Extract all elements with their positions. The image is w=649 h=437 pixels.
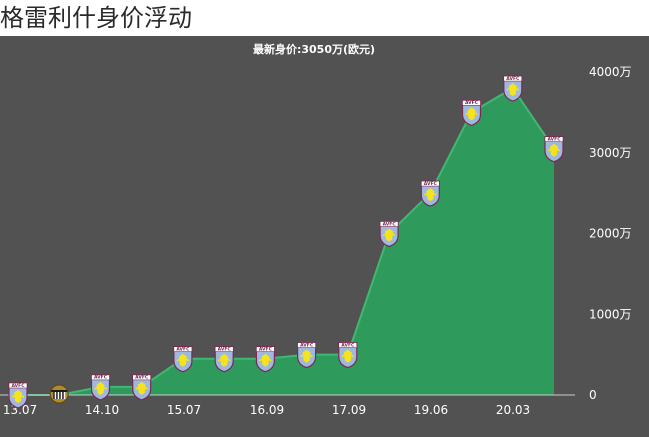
aston-villa-crest-icon: AVFC [8, 382, 28, 409]
page-title: 格雷利什身价浮动 [0, 4, 192, 32]
y-tick-label: 4000万 [589, 65, 632, 79]
svg-text:AVFC: AVFC [383, 221, 397, 227]
market-value-chart: 最新身价:3050万(欧元) 13.07 14.10 15.07 16.09 17.09… [0, 36, 649, 437]
aston-villa-crest-icon: AVFC [132, 374, 152, 401]
chart-subtitle: 最新身价:3050万(欧元) [253, 42, 375, 56]
x-tick-label: 14.10 [85, 403, 119, 417]
x-tick-label: 19.06 [414, 403, 448, 417]
aston-villa-crest-icon: AVFC [544, 136, 564, 163]
x-tick-label: 13.07 [3, 403, 37, 417]
aston-villa-crest-icon: AVFC [338, 342, 358, 369]
y-tick-label: 1000万 [589, 307, 632, 321]
aston-villa-crest-icon: AVFC [461, 99, 482, 127]
aston-villa-crest-icon: AVFC [420, 180, 440, 207]
notts-county-crest-icon [49, 384, 69, 404]
aston-villa-crest-icon: AVFC [503, 75, 523, 102]
aston-villa-crest-icon: AVFC [173, 346, 193, 373]
svg-text:AVFC: AVFC [300, 342, 314, 348]
svg-text:AVFC: AVFC [424, 181, 438, 187]
svg-text:AVFC: AVFC [11, 383, 25, 389]
aston-villa-crest-icon: AVFC [379, 220, 399, 248]
chart-svg: 最新身价:3050万(欧元) 13.07 14.10 15.07 16.09 17.09… [0, 42, 632, 417]
x-tick-label: 15.07 [167, 403, 201, 417]
aston-villa-crest-icon: AVFC [90, 374, 111, 401]
svg-text:AVFC: AVFC [341, 342, 355, 348]
x-tick-label: 20.03 [496, 403, 530, 417]
svg-text:AVFC: AVFC [135, 375, 149, 381]
aston-villa-crest-icon: AVFC [214, 346, 234, 373]
value-area [18, 88, 554, 395]
svg-text:AVFC: AVFC [259, 347, 273, 353]
area-layer [18, 86, 555, 396]
aston-villa-crest-icon: AVFC [255, 346, 275, 373]
aston-villa-crest-icon: AVFC [297, 342, 317, 369]
svg-text:AVFC: AVFC [547, 137, 561, 143]
y-tick-label: 2000万 [589, 227, 632, 241]
svg-text:AVFC: AVFC [176, 347, 190, 353]
svg-text:AVFC: AVFC [465, 100, 479, 106]
marker-layer: AVFC AVFC AVFC AVFC AVFC AVFC AVFC AVFC AVFC AVFC… [8, 75, 564, 409]
svg-text:AVFC: AVFC [218, 347, 232, 353]
y-tick-label: 3000万 [589, 146, 632, 160]
x-tick-label: 17.09 [332, 403, 366, 417]
axis-layer: 13.07 14.10 15.07 16.09 17.09 19.06 20.03 0 1000… [0, 65, 632, 417]
y-tick-label: 0 [589, 388, 597, 402]
x-tick-label: 16.09 [250, 403, 284, 417]
svg-text:AVFC: AVFC [94, 375, 108, 381]
svg-text:AVFC: AVFC [506, 76, 520, 82]
